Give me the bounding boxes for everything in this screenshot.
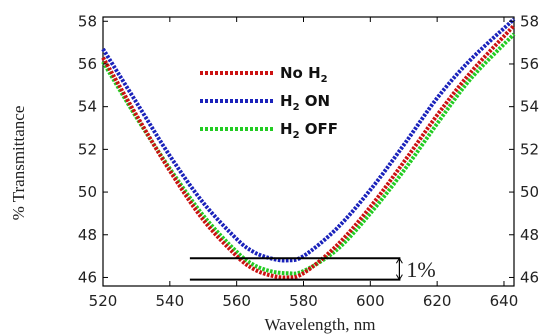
plot-area-frame xyxy=(102,16,515,287)
x-tick-label: 600 xyxy=(356,292,385,310)
y-tick-label-right: 46 xyxy=(520,268,539,286)
legend-label: H2 OFF xyxy=(280,120,338,141)
legend-item: H2 OFF xyxy=(200,120,338,141)
x-tick-label: 560 xyxy=(222,292,251,310)
legend-label: No H2 xyxy=(280,64,328,85)
y-tick-label-right: 50 xyxy=(520,183,539,201)
y-tick-label-left: 52 xyxy=(78,140,97,158)
y-tick-label-left: 54 xyxy=(78,98,97,116)
series-line-h2-on xyxy=(101,17,516,263)
y-tick-label-right: 52 xyxy=(520,140,539,158)
annotation-arrow-up xyxy=(395,257,403,264)
y-tick-label-left: 46 xyxy=(78,268,97,286)
x-tick-label: 640 xyxy=(490,292,519,310)
y-tick-label-right: 54 xyxy=(520,98,539,116)
legend-item: H2 ON xyxy=(200,92,330,113)
y-tick-label-right: 58 xyxy=(520,12,539,30)
y-axis-label: % Transmittance xyxy=(9,106,28,221)
x-tick-label: 540 xyxy=(156,292,185,310)
x-tick-label: 580 xyxy=(289,292,318,310)
y-tick-label-right: 48 xyxy=(520,226,539,244)
legend-label: H2 ON xyxy=(280,92,330,113)
y-tick-label-left: 48 xyxy=(78,226,97,244)
x-tick-label: 520 xyxy=(89,292,118,310)
x-axis-label: Wavelength, nm xyxy=(265,315,376,334)
y-tick-label-left: 56 xyxy=(78,55,97,73)
annotation-label: 1% xyxy=(406,257,435,282)
y-tick-label-right: 56 xyxy=(520,55,539,73)
annotation-arrow-down xyxy=(395,274,403,281)
series-line-no-h2 xyxy=(101,24,516,280)
y-tick-label-left: 58 xyxy=(78,12,97,30)
legend-item: No H2 xyxy=(200,64,328,85)
y-tick-label-left: 50 xyxy=(78,183,97,201)
x-tick-label: 620 xyxy=(423,292,452,310)
